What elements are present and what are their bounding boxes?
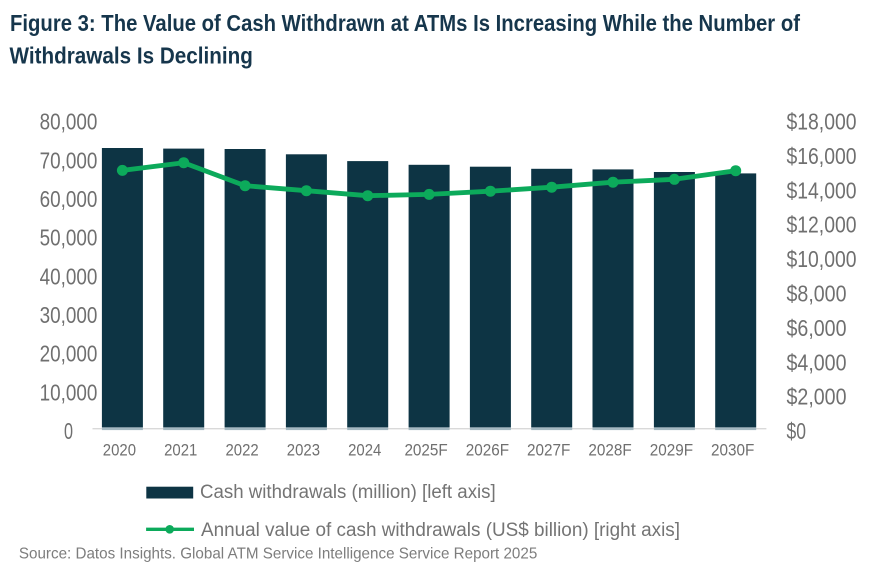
svg-text:2029F: 2029F (650, 440, 693, 459)
svg-text:0: 0 (64, 418, 73, 444)
svg-text:20,000: 20,000 (40, 341, 98, 367)
svg-text:2028F: 2028F (588, 440, 631, 459)
svg-text:80,000: 80,000 (40, 109, 98, 135)
svg-text:70,000: 70,000 (40, 147, 98, 173)
svg-text:$0: $0 (787, 418, 807, 444)
svg-text:30,000: 30,000 (40, 302, 98, 328)
svg-text:$4,000: $4,000 (787, 349, 847, 375)
svg-text:2030F: 2030F (711, 440, 754, 459)
svg-text:$6,000: $6,000 (787, 315, 847, 341)
svg-text:Withdrawals Is Declining: Withdrawals Is Declining (10, 43, 253, 69)
svg-text:50,000: 50,000 (40, 225, 98, 251)
svg-text:Cash withdrawals (million) [le: Cash withdrawals (million) [left axis] (200, 482, 496, 503)
svg-text:$2,000: $2,000 (787, 384, 847, 410)
svg-text:$10,000: $10,000 (787, 246, 857, 272)
svg-text:$12,000: $12,000 (787, 212, 857, 238)
svg-text:Source: Datos Insights. Global: Source: Datos Insights. Global ATM Servi… (19, 545, 537, 562)
svg-text:60,000: 60,000 (40, 186, 98, 212)
svg-text:$8,000: $8,000 (787, 281, 847, 307)
svg-text:$14,000: $14,000 (787, 177, 857, 203)
svg-text:10,000: 10,000 (40, 379, 98, 405)
svg-text:2026F: 2026F (466, 440, 509, 459)
svg-text:2024: 2024 (348, 440, 381, 459)
svg-text:2023: 2023 (287, 440, 320, 459)
svg-text:$16,000: $16,000 (787, 143, 857, 169)
svg-text:2022: 2022 (226, 440, 259, 459)
svg-text:Annual value of cash withdrawa: Annual value of cash withdrawals (US$ bi… (201, 520, 680, 541)
svg-text:2025F: 2025F (404, 440, 447, 459)
svg-text:2021: 2021 (164, 440, 197, 459)
svg-text:$18,000: $18,000 (787, 109, 857, 135)
svg-text:40,000: 40,000 (40, 263, 98, 289)
svg-text:2020: 2020 (103, 440, 136, 459)
svg-text:Figure 3: The Value of Cash Wi: Figure 3: The Value of Cash Withdrawn at… (10, 10, 800, 36)
svg-text:2027F: 2027F (527, 440, 570, 459)
